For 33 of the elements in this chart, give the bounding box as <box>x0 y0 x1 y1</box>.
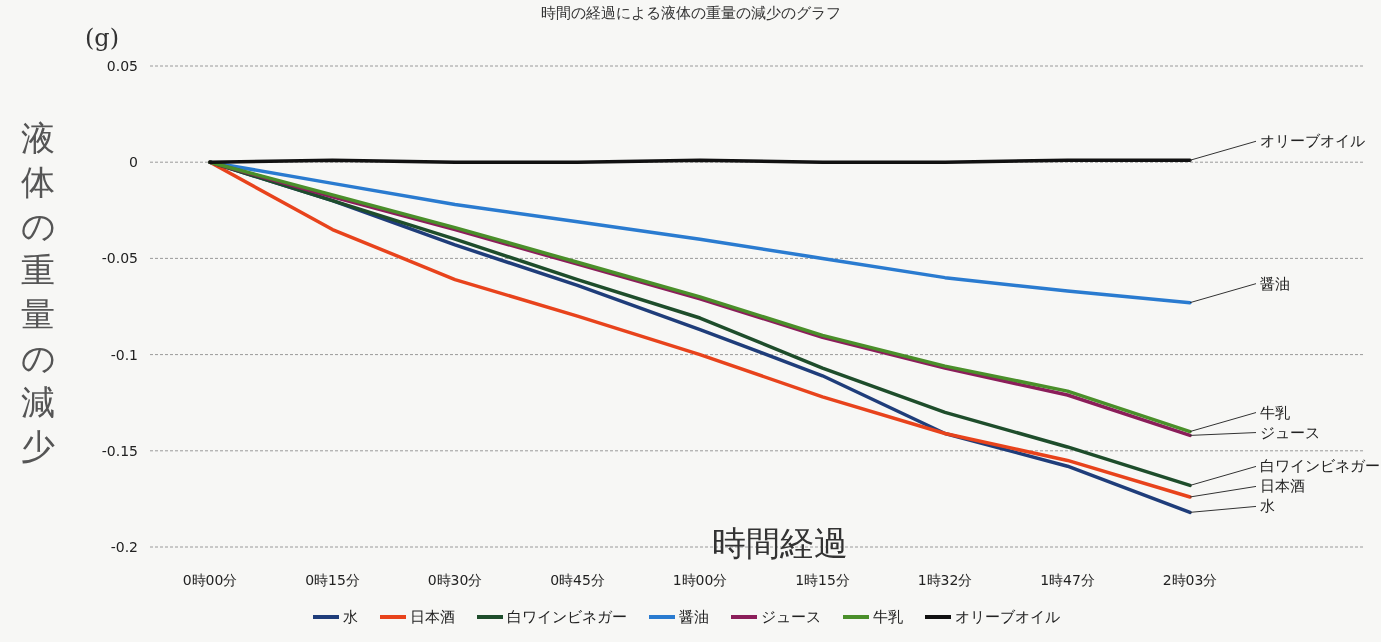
text: 醤油 <box>1260 274 1290 293</box>
legend-label: 白ワインビネガー <box>507 608 627 626</box>
x-tick-label: 1時47分 <box>1040 572 1095 588</box>
y-tick-label: 0.05 <box>106 58 138 74</box>
text: (g) <box>85 24 120 52</box>
y-tick-label: 0 <box>129 154 138 171</box>
x-axis-title: 時間経過 <box>712 523 848 563</box>
y-tick-label: -0.2 <box>110 539 138 555</box>
y-tick-label: -0.05 <box>101 250 138 267</box>
text: 水 <box>1260 497 1275 516</box>
legend-label: オリーブオイル <box>955 608 1060 626</box>
x-tick-label: 1時15分 <box>795 572 850 588</box>
x-tick-label: 2時03分 <box>1162 572 1218 588</box>
legend-label: 牛乳 <box>873 608 903 626</box>
x-tick-label: 0時30分 <box>427 572 483 588</box>
legend-label: 醤油 <box>679 608 709 626</box>
x-tick-label: 1時00分 <box>672 572 728 588</box>
y-axis-title: 液体の重量の減少 <box>20 118 56 466</box>
x-tick-label: 1時32分 <box>917 572 973 588</box>
text: 白ワインビネガー <box>1260 457 1380 476</box>
legend-label: 水 <box>343 608 358 626</box>
x-tick-label: 0時15分 <box>305 572 360 588</box>
x-tick-label: 0時45分 <box>550 572 605 588</box>
text: 牛乳 <box>1260 403 1290 422</box>
x-tick-label: 0時00分 <box>182 572 238 588</box>
y-tick-label: -0.15 <box>101 442 138 459</box>
legend-label: ジュース <box>761 608 821 626</box>
legend-label: 日本酒 <box>410 608 455 626</box>
chart-title: 時間の経過による液体の重量の減少のグラフ <box>540 4 841 22</box>
y-tick-label: -0.1 <box>110 346 138 363</box>
text: 日本酒 <box>1260 477 1305 496</box>
text: ジュース <box>1260 423 1320 442</box>
text: オリーブオイル <box>1260 132 1365 151</box>
